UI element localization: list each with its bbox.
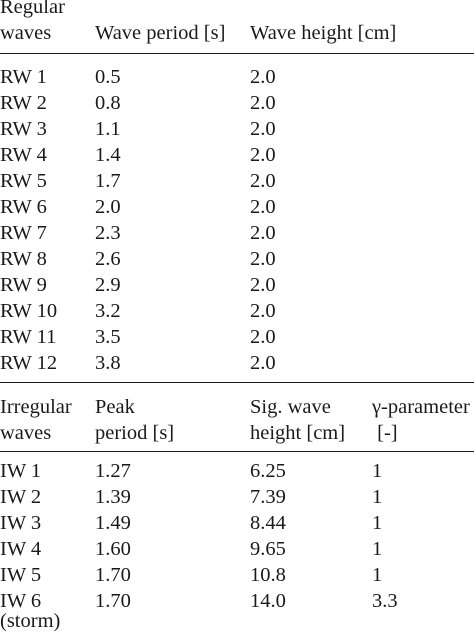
table-row-gamma: 1 xyxy=(372,564,383,586)
table-row-height: 2.0 xyxy=(250,196,276,218)
table-row-id: RW 5 xyxy=(0,170,47,192)
table-row-period: 1.49 xyxy=(95,512,131,534)
irregular-header-period-line1: Peak xyxy=(95,396,135,418)
table-row-period: 3.2 xyxy=(95,300,121,322)
table-row-height: 8.44 xyxy=(250,512,286,534)
table-row-gamma: 3.3 xyxy=(372,590,398,612)
table-row-period: 1.27 xyxy=(95,460,131,482)
table-row-height: 9.65 xyxy=(250,538,286,560)
table-row-gamma: 1 xyxy=(372,460,383,482)
irregular-header-height-line2: height [cm] xyxy=(250,422,346,444)
table-row-id-note: (storm) xyxy=(0,610,61,632)
table-row-id: RW 10 xyxy=(0,300,58,322)
table-row-period: 2.6 xyxy=(95,248,121,270)
table-row-period: 1.70 xyxy=(95,564,131,586)
table-row-height: 2.0 xyxy=(250,170,276,192)
table-row-period: 1.7 xyxy=(95,170,121,192)
table-row-id: RW 9 xyxy=(0,274,47,296)
table-row-height: 7.39 xyxy=(250,486,286,508)
table-row-period: 1.70 xyxy=(95,590,131,612)
header-rule-regular xyxy=(0,53,474,54)
irregular-header-gamma-line2: [-] xyxy=(372,422,398,444)
table-row-period: 0.8 xyxy=(95,92,121,114)
table-row-height: 2.0 xyxy=(250,300,276,322)
table-row-height: 2.0 xyxy=(250,66,276,88)
table-row-gamma: 1 xyxy=(372,486,383,508)
table-row-id: IW 1 xyxy=(0,460,42,482)
irregular-header-height-line1: Sig. wave xyxy=(250,396,331,418)
table-row-period: 1.39 xyxy=(95,486,131,508)
table-row-height: 2.0 xyxy=(250,248,276,270)
regular-header-height: Wave height [cm] xyxy=(250,22,397,44)
header-rule-irregular xyxy=(0,451,474,452)
irregular-header-type-line1: Irregular xyxy=(0,396,72,418)
table-row-height: 2.0 xyxy=(250,222,276,244)
table-row-height: 2.0 xyxy=(250,274,276,296)
table-row-period: 2.9 xyxy=(95,274,121,296)
table-row-period: 2.3 xyxy=(95,222,121,244)
table-row-height: 10.8 xyxy=(250,564,286,586)
table-row-period: 1.4 xyxy=(95,144,121,166)
irregular-header-gamma-line1: γ-parameter xyxy=(372,396,470,418)
table-row-height: 2.0 xyxy=(250,326,276,348)
table-row-id: RW 1 xyxy=(0,66,47,88)
table-row-id: RW 12 xyxy=(0,352,58,374)
table-row-period: 1.60 xyxy=(95,538,131,560)
table-row-period: 3.5 xyxy=(95,326,121,348)
table-row-id: IW 5 xyxy=(0,564,42,586)
table-row-id: RW 8 xyxy=(0,248,47,270)
regular-header-period: Wave period [s] xyxy=(95,22,226,44)
table-row-height: 14.0 xyxy=(250,590,286,612)
table-row-height: 2.0 xyxy=(250,92,276,114)
section-rule xyxy=(0,382,474,383)
table-row-period: 3.8 xyxy=(95,352,121,374)
table-row-id: RW 11 xyxy=(0,326,57,348)
table-row-id: RW 4 xyxy=(0,144,47,166)
table-row-height: 2.0 xyxy=(250,144,276,166)
table-row-height: 6.25 xyxy=(250,460,286,482)
irregular-header-period-line2: period [s] xyxy=(95,422,175,444)
table-row-id: IW 4 xyxy=(0,538,42,560)
table-row-gamma: 1 xyxy=(372,512,383,534)
table-row-period: 2.0 xyxy=(95,196,121,218)
table-row-height: 2.0 xyxy=(250,118,276,140)
table-row-id: IW 3 xyxy=(0,512,42,534)
table-row-id: IW 6 xyxy=(0,590,42,612)
table-row-id: RW 6 xyxy=(0,196,47,218)
irregular-header-type-line2: waves xyxy=(0,422,52,444)
table-row-gamma: 1 xyxy=(372,538,383,560)
table-row-period: 0.5 xyxy=(95,66,121,88)
table-row-id: RW 7 xyxy=(0,222,47,244)
table-row-id: RW 3 xyxy=(0,118,47,140)
table-row-period: 1.1 xyxy=(95,118,121,140)
table-row-id: IW 2 xyxy=(0,486,42,508)
regular-header-type-line2: waves xyxy=(0,22,52,44)
table-row-height: 2.0 xyxy=(250,352,276,374)
regular-header-type-line1: Regular xyxy=(0,0,65,18)
table-row-id: RW 2 xyxy=(0,92,47,114)
